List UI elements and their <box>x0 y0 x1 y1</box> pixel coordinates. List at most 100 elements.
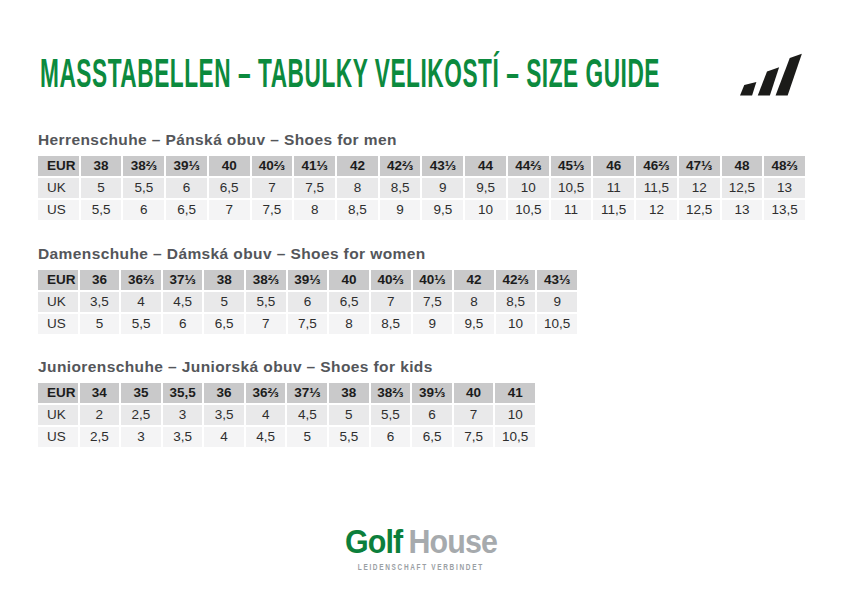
size-cell: 6,5 <box>209 178 250 198</box>
size-cell: 6 <box>288 292 328 312</box>
size-cell: 12 <box>636 200 677 220</box>
row-label-eur: EUR <box>38 383 78 403</box>
size-cell: 37⅓ <box>287 383 327 403</box>
size-cell: 9 <box>413 314 453 334</box>
size-cell: 11,5 <box>636 178 677 198</box>
size-cell: 36⅔ <box>121 270 161 290</box>
size-cell: 5 <box>80 314 120 334</box>
size-cell: 48⅔ <box>764 156 805 176</box>
size-cell: 4 <box>204 427 244 447</box>
size-cell: 12,5 <box>679 200 720 220</box>
size-cell: 45⅓ <box>551 156 592 176</box>
size-cell: 43⅓ <box>422 156 463 176</box>
section-heading-men: Herrenschuhe – Pánská obuv – Shoes for m… <box>38 131 397 149</box>
size-cell: 2,5 <box>80 427 120 447</box>
size-cell: 10,5 <box>537 314 577 334</box>
size-cell: 8 <box>294 200 335 220</box>
size-cell: 8,5 <box>371 314 411 334</box>
size-cell: 8,5 <box>380 178 421 198</box>
golfhouse-wordmark-golf: Golf <box>345 522 402 560</box>
size-cell: 42⅔ <box>496 270 536 290</box>
size-cell: 2,5 <box>121 405 161 425</box>
size-cell: 9 <box>380 200 421 220</box>
size-cell: 5,5 <box>329 427 369 447</box>
row-label-uk: UK <box>38 405 78 425</box>
size-cell: 10 <box>495 405 535 425</box>
size-cell: 39⅓ <box>166 156 207 176</box>
size-cell: 40 <box>329 270 369 290</box>
size-cell: 6,5 <box>412 427 452 447</box>
size-cell: 9 <box>422 178 463 198</box>
size-cell: 39⅓ <box>412 383 452 403</box>
row-label-uk: UK <box>38 292 78 312</box>
adidas-stripe-medium <box>758 67 779 95</box>
size-cell: 7,5 <box>294 178 335 198</box>
size-cell: 35,5 <box>163 383 203 403</box>
size-cell: 40⅔ <box>252 156 293 176</box>
page-title: MASSTABELLEN – TABULKY VELIKOSTÍ – SIZE … <box>40 53 660 94</box>
size-cell: 42⅔ <box>380 156 421 176</box>
size-cell: 13 <box>764 178 805 198</box>
size-cell: 5 <box>329 405 369 425</box>
size-cell: 10,5 <box>508 200 549 220</box>
size-cell: 6 <box>412 405 452 425</box>
size-cell: 42 <box>337 156 378 176</box>
size-cell: 13 <box>722 200 763 220</box>
row-label-eur: EUR <box>38 156 79 176</box>
size-cell: 6,5 <box>204 314 244 334</box>
size-cell: 6,5 <box>329 292 369 312</box>
size-cell: 36 <box>80 270 120 290</box>
size-cell: 9,5 <box>465 178 506 198</box>
size-cell: 5,5 <box>121 314 161 334</box>
size-cell: 9,5 <box>422 200 463 220</box>
size-cell: 8 <box>337 178 378 198</box>
adidas-logo <box>740 52 804 98</box>
size-cell: 12 <box>679 178 720 198</box>
size-cell: 6 <box>166 178 207 198</box>
size-cell: 10,5 <box>551 178 592 198</box>
size-cell: 46⅔ <box>636 156 677 176</box>
size-cell: 44 <box>465 156 506 176</box>
size-cell: 10,5 <box>495 427 535 447</box>
size-cell: 38 <box>329 383 369 403</box>
size-table-men: EUR3838⅔39⅓4040⅔41⅓4242⅔43⅓4444⅔45⅓4646⅔… <box>38 156 805 220</box>
size-cell: 11 <box>593 178 634 198</box>
size-cell: 7,5 <box>252 200 293 220</box>
size-table-women: EUR3636⅔37⅓3838⅔39⅓4040⅔40⅓4242⅔43⅓UK3,5… <box>38 270 577 334</box>
section-heading-women: Damenschuhe – Dámská obuv – Shoes for wo… <box>38 245 426 263</box>
size-cell: 41 <box>495 383 535 403</box>
size-cell: 39⅓ <box>288 270 328 290</box>
size-cell: 10 <box>465 200 506 220</box>
row-label-us: US <box>38 427 78 447</box>
size-cell: 7 <box>454 405 494 425</box>
golfhouse-tagline: LEIDENSCHAFT VERBINDET <box>358 562 484 572</box>
size-cell: 36 <box>204 383 244 403</box>
size-cell: 38⅔ <box>371 383 411 403</box>
row-label-eur: EUR <box>38 270 78 290</box>
size-cell: 4 <box>246 405 286 425</box>
size-cell: 7 <box>252 178 293 198</box>
size-cell: 44⅔ <box>508 156 549 176</box>
size-cell: 38 <box>204 270 244 290</box>
size-cell: 46 <box>593 156 634 176</box>
size-cell: 4,5 <box>287 405 327 425</box>
row-label-us: US <box>38 314 78 334</box>
size-cell: 2 <box>80 405 120 425</box>
size-cell: 6 <box>371 427 411 447</box>
size-cell: 5 <box>81 178 122 198</box>
size-cell: 38 <box>81 156 122 176</box>
size-cell: 9 <box>537 292 577 312</box>
size-cell: 5,5 <box>246 292 286 312</box>
size-cell: 5,5 <box>123 178 164 198</box>
adidas-stripe-short <box>740 82 756 96</box>
size-table-kids: EUR343535,53636⅔37⅓3838⅔39⅓4041UK22,533,… <box>38 383 535 447</box>
size-cell: 38⅔ <box>123 156 164 176</box>
size-cell: 8,5 <box>496 292 536 312</box>
size-cell: 5 <box>287 427 327 447</box>
size-cell: 4 <box>121 292 161 312</box>
size-cell: 42 <box>454 270 494 290</box>
size-cell: 9,5 <box>454 314 494 334</box>
size-cell: 41⅓ <box>294 156 335 176</box>
size-cell: 5,5 <box>371 405 411 425</box>
section-heading-kids: Juniorenschuhe – Juniorská obuv – Shoes … <box>38 358 433 376</box>
